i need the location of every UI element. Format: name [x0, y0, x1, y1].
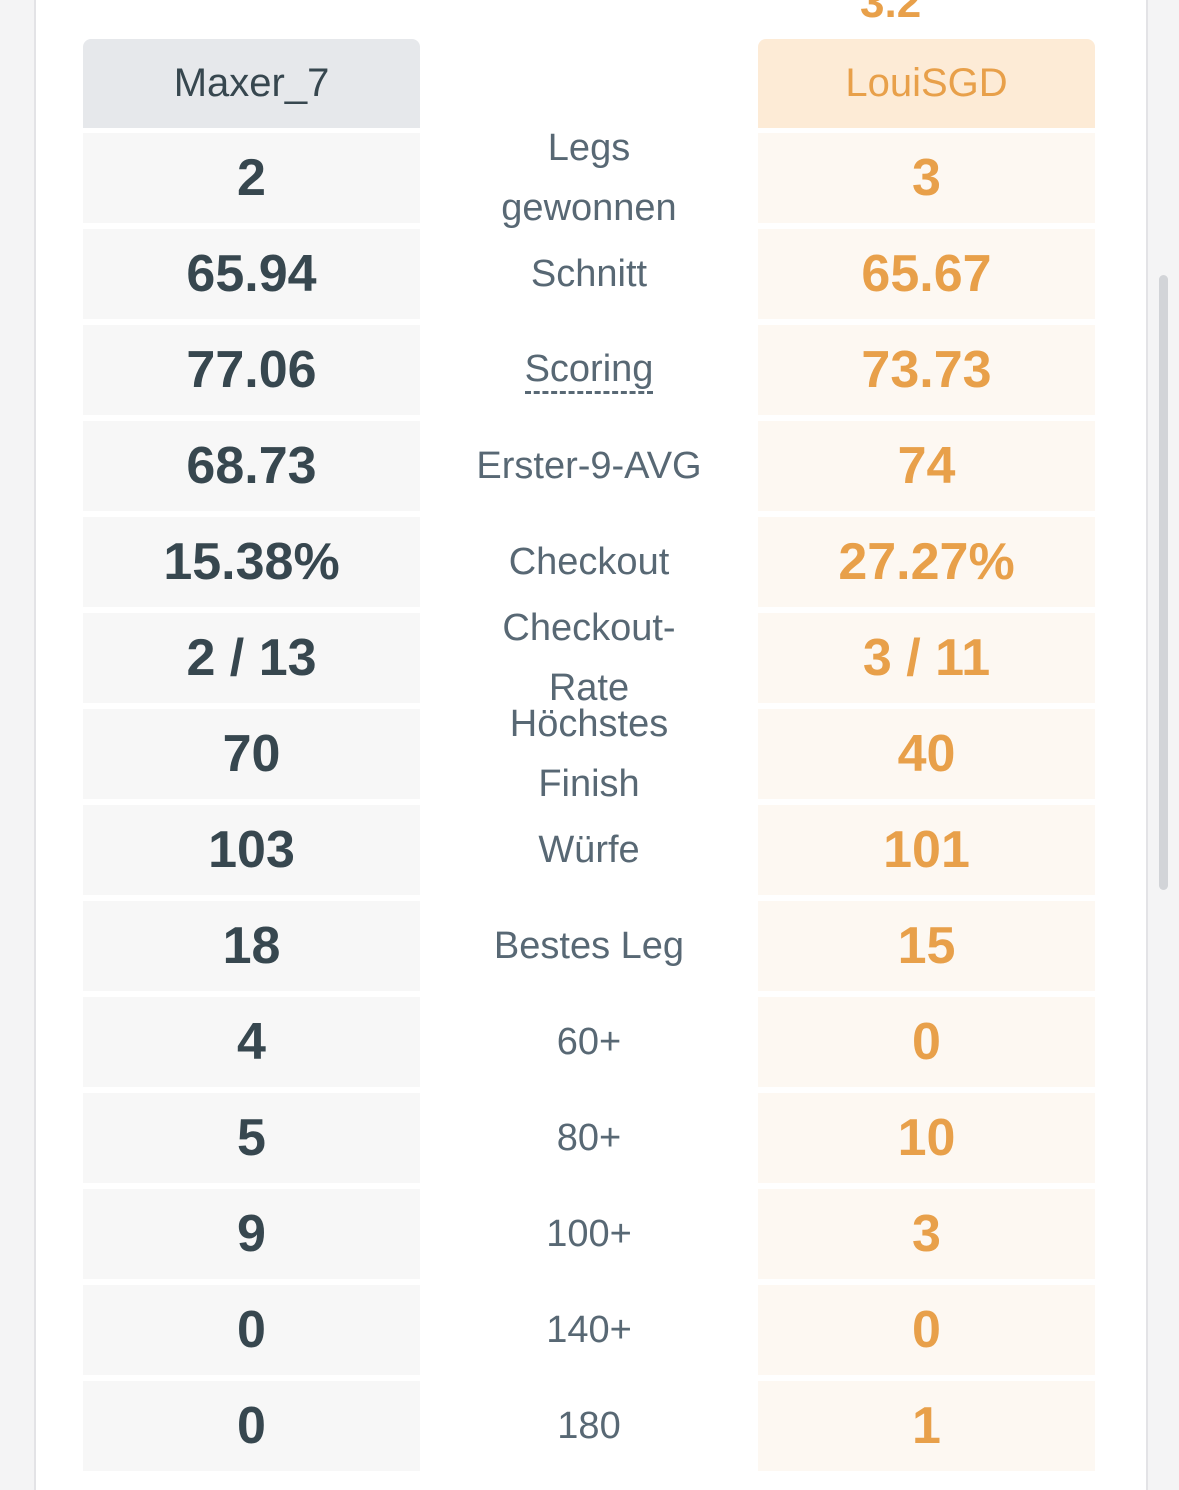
left-value: 77.06	[83, 325, 420, 415]
stat-label: 140+	[420, 1285, 758, 1375]
right-value: 101	[758, 805, 1095, 895]
stat-label: Scoring	[420, 325, 758, 415]
left-value: 0	[83, 1285, 420, 1375]
label-line: Finish	[538, 763, 640, 805]
label-line: Würfe	[538, 829, 640, 871]
label-line: Höchstes	[509, 703, 669, 745]
right-value: 3 / 11	[758, 613, 1095, 703]
label-line: Erster-9-AVG	[476, 445, 702, 487]
right-value: 15	[758, 901, 1095, 991]
right-value: 27.27%	[758, 517, 1095, 607]
right-value: 1	[758, 1381, 1095, 1471]
player-left: Maxer_7	[83, 39, 420, 128]
left-value: 2	[83, 133, 420, 223]
label-line: 140+	[546, 1309, 632, 1351]
left-value: 103	[83, 805, 420, 895]
label-line: 80+	[556, 1117, 622, 1159]
label-line: Legs	[547, 127, 631, 169]
left-value: 68.73	[83, 421, 420, 511]
left-value: 0	[83, 1381, 420, 1471]
label-line: Scoring	[524, 347, 654, 394]
right-value: 65.67	[758, 229, 1095, 319]
stat-label: Legs gewonnen	[420, 127, 758, 229]
stat-label: 180	[420, 1381, 758, 1471]
label-line: gewonnen	[501, 187, 677, 229]
player-right: LouiSGD	[758, 39, 1095, 128]
stat-label: Bestes Leg	[420, 901, 758, 991]
stat-label: 80+	[420, 1093, 758, 1183]
right-value: 73.73	[758, 325, 1095, 415]
label-line: Bestes Leg	[493, 925, 685, 967]
left-value: 65.94	[83, 229, 420, 319]
label-line: Schnitt	[530, 253, 648, 295]
stat-label: Schnitt	[420, 229, 758, 319]
stat-label: Checkout- Rate	[420, 607, 758, 709]
label-line: 100+	[546, 1213, 632, 1255]
left-value: 2 / 13	[83, 613, 420, 703]
stat-label: 60+	[420, 997, 758, 1087]
left-value: 5	[83, 1093, 420, 1183]
right-value: 0	[758, 997, 1095, 1087]
right-value: 74	[758, 421, 1095, 511]
stat-label: Checkout	[420, 517, 758, 607]
right-value: 3	[758, 1189, 1095, 1279]
stat-label: Würfe	[420, 805, 758, 895]
label-line: Checkout-	[502, 607, 676, 649]
label-line: Rate	[548, 667, 630, 709]
scrollbar	[1159, 275, 1168, 890]
right-value: 0	[758, 1285, 1095, 1375]
label-line: 180	[557, 1405, 621, 1447]
stat-label: 100+	[420, 1189, 758, 1279]
left-value: 70	[83, 709, 420, 799]
right-value: 40	[758, 709, 1095, 799]
label-line: 60+	[556, 1021, 622, 1063]
left-value: 4	[83, 997, 420, 1087]
stat-label: Höchstes Finish	[420, 703, 758, 805]
left-value: 15.38%	[83, 517, 420, 607]
stat-label: Erster-9-AVG	[420, 421, 758, 511]
right-value: 3	[758, 133, 1095, 223]
left-value: 9	[83, 1189, 420, 1279]
right-value: 10	[758, 1093, 1095, 1183]
top-value: 3.2	[860, 0, 922, 27]
left-value: 18	[83, 901, 420, 991]
label-line: Checkout	[508, 541, 670, 583]
